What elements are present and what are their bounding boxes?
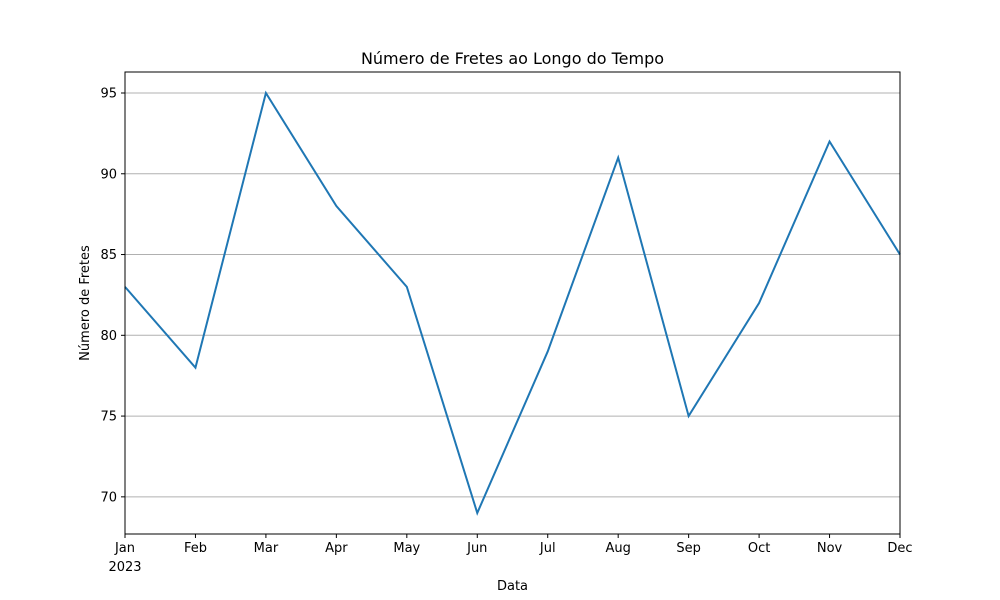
series-layer <box>124 90 901 516</box>
y-tick-label: 85 <box>100 248 117 263</box>
x-axis-label: Data <box>497 579 528 594</box>
series-line <box>124 90 901 516</box>
x-year-label: 2023 <box>108 560 141 575</box>
x-tick-label: Nov <box>817 541 843 556</box>
chart-title: Número de Fretes ao Longo do Tempo <box>361 49 664 68</box>
x-tick-label: May <box>393 541 420 556</box>
x-tick-label: Apr <box>325 541 348 556</box>
x-tick-label: Sep <box>676 541 701 556</box>
x-tick-label: Mar <box>254 541 279 556</box>
plot-frame <box>124 71 901 535</box>
x-tick-label: Aug <box>605 541 630 556</box>
y-tick-label: 70 <box>100 490 117 505</box>
x-tick-label: Feb <box>184 541 207 556</box>
x-tick-label: Jun <box>466 541 487 556</box>
x-tick-label: Oct <box>748 541 770 556</box>
x-tick-label: Jul <box>539 541 556 556</box>
y-tick-label: 90 <box>100 167 117 182</box>
y-tick-label: 75 <box>100 410 117 425</box>
y-axis-label: Número de Fretes <box>78 245 93 361</box>
y-axis: 70 75 80 85 90 95 <box>100 87 125 505</box>
x-tick-label: Jan <box>114 541 135 556</box>
x-axis: Jan Feb Mar Apr May Jun Jul Aug Sep Oct Nov Dec 2023 <box>108 534 913 575</box>
grid-layer <box>125 92 900 498</box>
y-tick-label: 95 <box>100 87 117 102</box>
y-tick-label: 80 <box>100 329 117 344</box>
x-tick-label: Dec <box>887 541 912 556</box>
